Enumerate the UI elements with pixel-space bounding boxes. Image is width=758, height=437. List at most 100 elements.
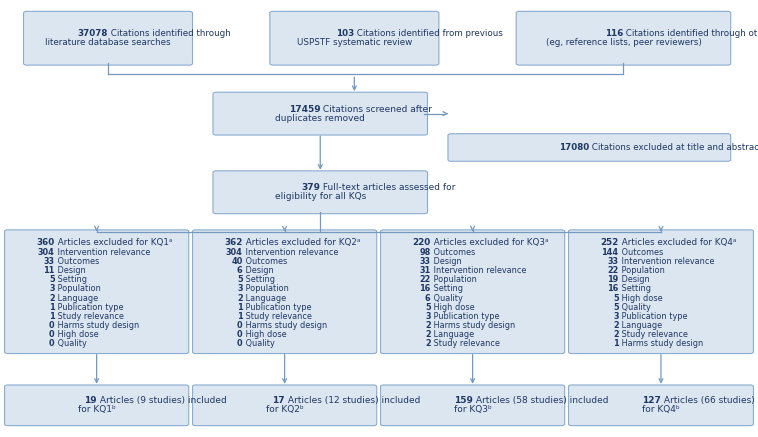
Text: 22: 22 [419,275,431,284]
Text: Setting: Setting [619,284,650,293]
Text: 0: 0 [237,330,243,339]
Text: Outcomes: Outcomes [619,248,662,257]
Text: Quality: Quality [431,294,462,302]
Text: Intervention relevance: Intervention relevance [619,257,714,266]
Text: Design: Design [55,266,86,275]
Text: 16: 16 [607,284,619,293]
Text: Publication type: Publication type [619,312,687,321]
Text: 5: 5 [613,294,619,302]
Text: 17080: 17080 [559,143,590,152]
Text: Harms study design: Harms study design [243,321,327,330]
Text: 360: 360 [36,239,55,247]
Text: Outcomes: Outcomes [431,248,475,257]
Text: 0: 0 [49,330,55,339]
Text: Study relevance: Study relevance [431,340,500,348]
Text: 98: 98 [419,248,431,257]
Text: 22: 22 [607,266,619,275]
Text: Articles excluded for KQ4ᵃ: Articles excluded for KQ4ᵃ [619,239,736,247]
FancyBboxPatch shape [270,11,439,65]
Text: Harms study design: Harms study design [55,321,139,330]
Text: 0: 0 [49,321,55,330]
Text: 220: 220 [412,239,431,247]
Text: Language: Language [431,330,474,339]
Text: 5: 5 [425,303,431,312]
Text: 0: 0 [237,340,243,348]
Text: for KQ3ᵇ: for KQ3ᵇ [454,406,491,414]
Text: 1: 1 [237,303,243,312]
Text: USPSTF systematic review: USPSTF systematic review [296,38,412,47]
Text: 33: 33 [419,257,431,266]
Text: 2: 2 [49,294,55,302]
Text: Harms study design: Harms study design [431,321,515,330]
Text: 33: 33 [43,257,55,266]
Text: Setting: Setting [243,275,274,284]
Text: Citations screened after: Citations screened after [320,104,432,114]
FancyBboxPatch shape [193,230,377,354]
Text: for KQ2ᵇ: for KQ2ᵇ [266,406,303,414]
Text: 0: 0 [237,321,243,330]
Text: Articles excluded for KQ3ᵃ: Articles excluded for KQ3ᵃ [431,239,548,247]
Text: Population: Population [243,284,289,293]
Text: Population: Population [619,266,665,275]
Text: eligibility for all KQs: eligibility for all KQs [274,192,366,201]
Text: 159: 159 [454,396,473,405]
Text: duplicates removed: duplicates removed [275,114,365,123]
Text: 3: 3 [613,312,619,321]
Text: 17: 17 [272,396,285,405]
Text: 1: 1 [49,312,55,321]
Text: 31: 31 [419,266,431,275]
Text: Intervention relevance: Intervention relevance [55,248,150,257]
Text: 19: 19 [84,396,97,405]
Text: 304: 304 [226,248,243,257]
Text: Articles excluded for KQ1ᵃ: Articles excluded for KQ1ᵃ [55,239,172,247]
Text: 379: 379 [301,183,320,192]
Text: 2: 2 [237,294,243,302]
Text: Language: Language [55,294,98,302]
Text: 1: 1 [613,340,619,348]
Text: Design: Design [619,275,650,284]
Text: Articles (66 studies) included: Articles (66 studies) included [661,396,758,405]
Text: Language: Language [243,294,286,302]
Text: 144: 144 [601,248,619,257]
FancyBboxPatch shape [448,134,731,161]
Text: 5: 5 [49,275,55,284]
Text: 2: 2 [425,330,431,339]
Text: Intervention relevance: Intervention relevance [243,248,338,257]
Text: Study relevance: Study relevance [243,312,312,321]
Text: 304: 304 [38,248,55,257]
Text: 2: 2 [425,321,431,330]
Text: Design: Design [431,257,462,266]
Text: Articles (9 studies) included: Articles (9 studies) included [97,396,227,405]
Text: 252: 252 [600,239,619,247]
Text: Design: Design [243,266,274,275]
FancyBboxPatch shape [5,385,189,426]
FancyBboxPatch shape [193,385,377,426]
Text: 6: 6 [237,266,243,275]
FancyBboxPatch shape [213,92,428,135]
Text: Citations identified from previous: Citations identified from previous [354,29,503,38]
FancyBboxPatch shape [5,230,189,354]
Text: 0: 0 [49,340,55,348]
Text: Articles excluded for KQ2ᵃ: Articles excluded for KQ2ᵃ [243,239,360,247]
Text: Language: Language [619,321,662,330]
Text: Publication type: Publication type [431,312,499,321]
Text: Citations excluded at title and abstract stage: Citations excluded at title and abstract… [590,143,758,152]
Text: Study relevance: Study relevance [55,312,124,321]
FancyBboxPatch shape [568,230,753,354]
FancyBboxPatch shape [23,11,193,65]
Text: Outcomes: Outcomes [55,257,99,266]
Text: Quality: Quality [243,340,274,348]
FancyBboxPatch shape [516,11,731,65]
Text: (eg, reference lists, peer reviewers): (eg, reference lists, peer reviewers) [546,38,701,47]
Text: 3: 3 [237,284,243,293]
Text: High dose: High dose [619,294,662,302]
Text: 19: 19 [607,275,619,284]
Text: 127: 127 [642,396,661,405]
Text: 103: 103 [336,29,354,38]
Text: Citations identified through other sources: Citations identified through other sourc… [623,29,758,38]
Text: 1: 1 [49,303,55,312]
Text: 5: 5 [613,303,619,312]
Text: 2: 2 [613,321,619,330]
Text: Population: Population [431,275,477,284]
Text: Study relevance: Study relevance [619,330,688,339]
